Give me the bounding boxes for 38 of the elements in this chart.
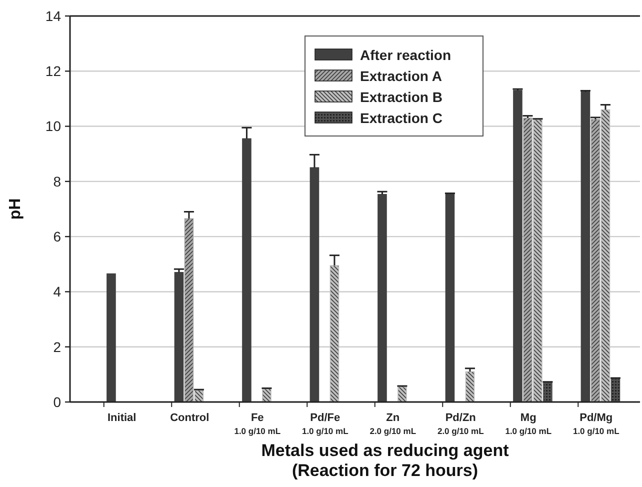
x-tick-label: Initial [108, 412, 136, 424]
bar [523, 118, 532, 402]
y-tick-label: 2 [53, 338, 62, 355]
y-tick-label: 14 [45, 8, 62, 24]
bar [445, 193, 455, 402]
bar [543, 382, 552, 402]
x-tick-label: Fe 1.0 g/10 mL [234, 412, 281, 436]
bar [398, 386, 407, 402]
bar [580, 91, 590, 402]
x-tick-label: Pd/Zn 2.0 g/10 mL [437, 412, 484, 436]
legend-label: Extraction A [360, 68, 442, 84]
bar [590, 118, 600, 402]
x-tick-label: Pd/Fe 1.0 g/10 mL [302, 412, 348, 436]
y-tick-label: 4 [53, 284, 62, 300]
bar [174, 272, 184, 402]
legend-label: After reaction [360, 46, 452, 63]
bar [242, 138, 252, 402]
bar [310, 167, 320, 402]
bar [106, 273, 116, 402]
bar [378, 194, 387, 402]
y-tick-label: 6 [53, 228, 62, 244]
y-axis-title: pH [7, 198, 24, 220]
y-tick-label: 12 [45, 63, 62, 80]
x-tick-label: Mg 1.0 g/10 mL [505, 412, 552, 436]
x-tick-label: Control [170, 412, 210, 424]
y-tick-label: 10 [45, 118, 62, 134]
x-axis-title: Metals used as reducing agent (Reaction for 72 hours) [261, 441, 510, 480]
bar [184, 218, 194, 402]
x-tick-label: Zn 2.0 g/10 mL [370, 412, 416, 436]
x-tick-label: Pd/Mg 1.0 g/10 mL [572, 412, 620, 436]
bar [262, 388, 272, 402]
y-tick-label: 0 [53, 394, 62, 410]
bar [513, 90, 522, 402]
legend-label: Extraction C [360, 110, 442, 126]
bar [465, 371, 475, 402]
legend-label: Extraction B [360, 88, 442, 105]
bar [610, 378, 620, 402]
y-tick-label: 8 [53, 173, 62, 190]
